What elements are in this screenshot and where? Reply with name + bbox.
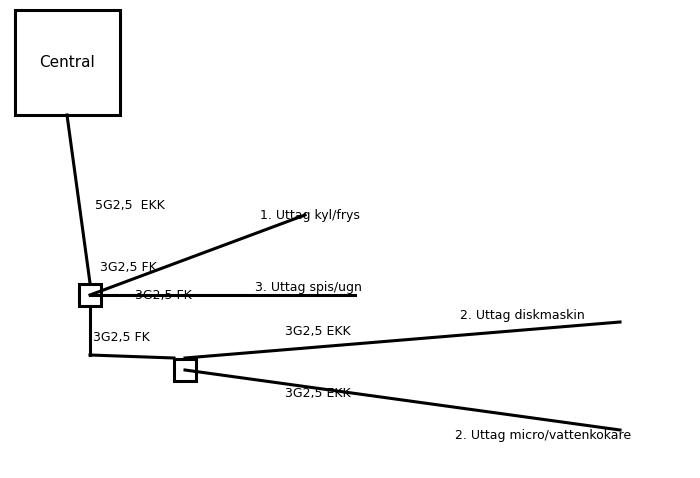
Text: 3G2,5 FK: 3G2,5 FK	[135, 289, 192, 302]
Text: 3G2,5 FK: 3G2,5 FK	[100, 261, 157, 273]
Text: Central: Central	[40, 55, 95, 70]
Text: 2. Uttag micro/vattenkokare: 2. Uttag micro/vattenkokare	[455, 428, 631, 442]
Text: 3G2,5 EKK: 3G2,5 EKK	[285, 326, 351, 338]
Text: 3G2,5 FK: 3G2,5 FK	[93, 332, 150, 345]
Text: 3. Uttag spis/ugn: 3. Uttag spis/ugn	[255, 281, 362, 293]
Bar	[79, 284, 101, 306]
Bar	[174, 359, 196, 381]
Bar	[15, 10, 120, 115]
Text: 2. Uttag diskmaskin: 2. Uttag diskmaskin	[460, 308, 584, 322]
Text: 1. Uttag kyl/frys: 1. Uttag kyl/frys	[260, 208, 360, 221]
Text: 5G2,5  EKK: 5G2,5 EKK	[95, 198, 164, 211]
Text: 3G2,5 EKK: 3G2,5 EKK	[285, 387, 351, 400]
